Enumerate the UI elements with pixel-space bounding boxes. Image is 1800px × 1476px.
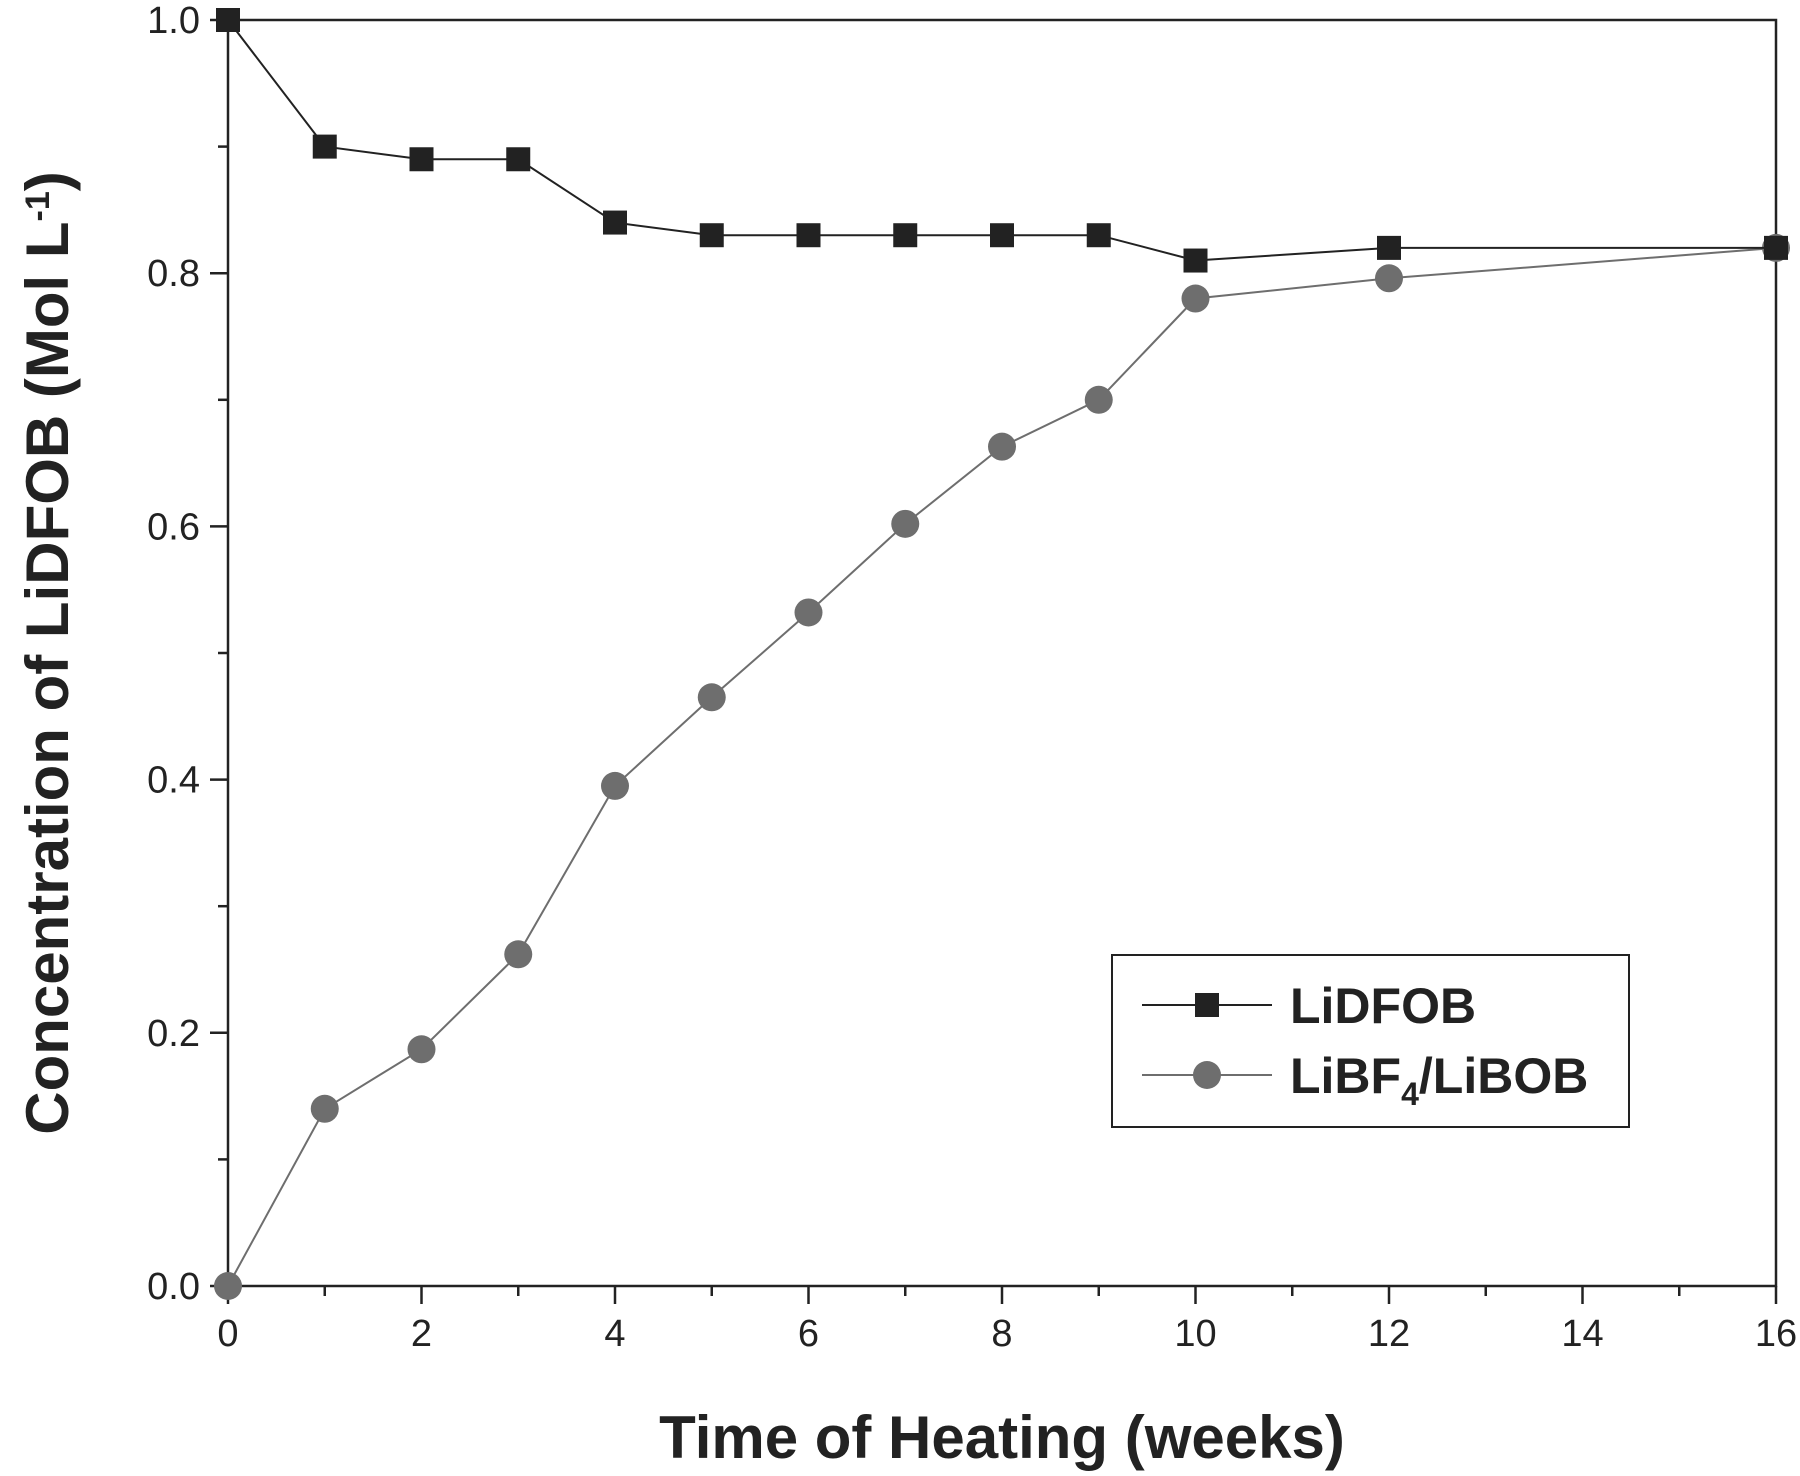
point-lidfob-2 [409,147,434,172]
legend-label-libf4-rest: /LiBOB [1419,1048,1588,1104]
y-axis-title-superscript: -1 [19,191,57,221]
x-axis-title: Time of Heating (weeks) [659,1404,1345,1471]
y-tick-label-0.0: 0.0 [147,1266,200,1308]
point-lidfob-7 [893,223,918,248]
y-tick-label-0.4: 0.4 [147,760,200,802]
point-libf4-libob-3 [504,940,533,969]
point-lidfob-3 [506,147,531,172]
x-tick-label-0: 0 [217,1313,238,1355]
point-libf4-libob-0 [214,1272,242,1300]
legend-box [1111,954,1630,1128]
point-libf4-libob-4 [601,771,629,800]
point-libf4-libob-12 [1375,264,1403,293]
y-tick-label-1.0: 1.0 [147,0,200,42]
x-tick-label-6: 6 [798,1313,819,1355]
legend-marker-libf4-libob [1193,1061,1221,1089]
x-tick-label-14: 14 [1561,1313,1603,1355]
y-axis-title: Concentration of LiDFOB (Mol L-1) [14,171,81,1134]
point-libf4-libob-7 [891,509,920,538]
point-lidfob-1 [312,134,337,159]
series-lidfob [216,8,1788,273]
x-tick-label-8: 8 [991,1313,1012,1355]
x-tick-label-4: 4 [604,1313,625,1355]
x-tick-label-16: 16 [1755,1313,1797,1355]
y-axis-title-close: ) [14,171,81,191]
point-libf4-libob-6 [794,598,823,627]
point-lidfob-12 [1377,235,1401,260]
point-lidfob-16 [1764,235,1788,260]
y-tick-label-0.6: 0.6 [147,506,200,548]
x-tick-label-12: 12 [1368,1313,1410,1355]
point-libf4-libob-5 [697,683,726,712]
x-tick-label-10: 10 [1174,1313,1216,1355]
point-lidfob-9 [1086,223,1111,248]
point-lidfob-4 [603,210,627,235]
legend: LiDFOB LiBF4/LiBOB [1111,954,1630,1128]
series-layer [214,8,1790,1300]
point-lidfob-6 [796,223,821,248]
legend-label-libf4-main: LiBF [1290,1048,1401,1104]
y-tick-label-0.2: 0.2 [147,1013,200,1055]
legend-label-libf4-libob: LiBF4/LiBOB [1290,1048,1588,1112]
point-lidfob-10 [1183,248,1208,273]
point-lidfob-8 [990,223,1014,248]
point-libf4-libob-10 [1181,284,1210,313]
point-libf4-libob-2 [407,1035,436,1064]
x-tick-label-2: 2 [411,1313,432,1355]
x-tick-labels: 0 2 4 6 8 10 12 14 16 [217,1313,1797,1355]
series-libf4-libob [214,233,1790,1300]
legend-label-lidfob: LiDFOB [1290,978,1476,1034]
point-libf4-libob-1 [310,1094,339,1123]
legend-label-libf4-subscript: 4 [1401,1076,1419,1112]
y-axis-title-main: Concentration of LiDFOB (Mol L [14,222,81,1135]
y-tick-label-0.8: 0.8 [147,253,200,295]
point-lidfob-0 [216,8,240,32]
series-line-libf4-libob [227,246,1777,1287]
point-libf4-libob-8 [988,432,1016,461]
y-tick-labels: 0.0 0.2 0.4 0.6 0.8 1.0 [147,0,200,1308]
point-libf4-libob-9 [1084,385,1113,414]
point-lidfob-5 [699,223,724,248]
legend-marker-lidfob [1195,993,1219,1017]
